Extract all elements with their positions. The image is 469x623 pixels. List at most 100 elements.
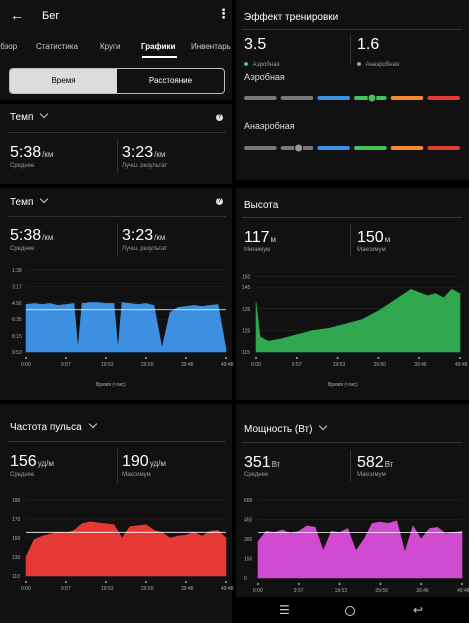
- info-icon[interactable]: ?: [216, 114, 223, 121]
- divider: [350, 225, 351, 257]
- divider: [8, 132, 226, 133]
- elevation-min-unit: м: [270, 235, 277, 244]
- heart-avg-unit: уд/м: [37, 459, 54, 468]
- back-arrow-icon[interactable]: ←: [10, 7, 24, 23]
- anaerobic-legend: Анаэробная: [357, 53, 399, 71]
- elevation-max-label: Максимум: [357, 247, 386, 253]
- elevation-area: [255, 288, 461, 353]
- anaerobic-value: 1.6: [357, 36, 380, 53]
- power-max-label: Максимум: [357, 472, 386, 478]
- training-effect-title: Эффект тренировки: [244, 12, 339, 23]
- pace-x-tick-label: 39:46: [181, 362, 194, 368]
- pace-best-value: 3:23: [122, 144, 154, 161]
- power-title: Мощность (Вт): [244, 424, 313, 435]
- pace-x-tick-label: 19:53: [101, 362, 114, 368]
- pace-avg-value: 5:38: [10, 144, 42, 161]
- divider: [117, 139, 118, 173]
- aerobic-legend: Аэробная: [244, 53, 280, 71]
- pace-x-tick-dot: [25, 357, 27, 359]
- pace-y-tick-label: 4:56: [12, 301, 22, 307]
- pace-chart-best-unit: /км: [154, 233, 166, 242]
- power-x-tick-label: 39:46: [416, 588, 429, 594]
- scale-segment: [390, 146, 424, 150]
- info-icon[interactable]: ?: [216, 198, 223, 205]
- divider: [117, 449, 118, 483]
- toggle-distance-button[interactable]: Расстояние: [148, 76, 193, 85]
- elevation-x-tick-dot: [295, 357, 298, 359]
- tab-charts[interactable]: Графики: [141, 42, 176, 51]
- toggle-time-button[interactable]: Время: [10, 69, 117, 93]
- power-x-tick-dot: [420, 583, 423, 585]
- heart-max-stat: 190уд/м: [122, 453, 166, 471]
- heart-x-tick-dot: [185, 581, 187, 583]
- elevation-x-tick-dot: [459, 357, 461, 359]
- divider: [242, 29, 462, 30]
- aerobic-value: 3.5: [244, 36, 267, 53]
- power-max-unit: Вт: [384, 460, 394, 469]
- pace-chart-dropdown[interactable]: Темп: [10, 194, 49, 208]
- aerobic-scale-title: Аэробная: [244, 72, 285, 82]
- power-y-tick-label: 600: [244, 498, 253, 504]
- elevation-max-stat: 150м: [357, 229, 390, 247]
- pace-avg-unit: /км: [42, 150, 54, 159]
- header-title: Бег: [42, 10, 60, 22]
- recent-apps-icon[interactable]: ☰: [279, 603, 290, 617]
- heart-x-tick-label: 0:00: [21, 586, 31, 592]
- heart-x-tick-dot: [145, 581, 147, 583]
- more-vertical-icon[interactable]: ⋮: [217, 6, 230, 21]
- power-dropdown[interactable]: Мощность (Вт): [244, 421, 328, 435]
- chevron-down-icon: [319, 421, 328, 431]
- power-y-tick-label: 300: [244, 537, 253, 543]
- heart-x-tick-label: 39:46: [181, 586, 194, 592]
- power-avg-value: 351: [244, 454, 271, 471]
- heart-x-tick-label: 29:50: [141, 586, 154, 592]
- home-icon[interactable]: [345, 606, 355, 616]
- system-nav-bar: ☰ ↩: [236, 600, 469, 623]
- power-avg-stat: 351Вт: [244, 454, 280, 472]
- pace-best-unit: /км: [154, 150, 166, 159]
- heart-rate-dropdown[interactable]: Частота пульса: [10, 419, 97, 433]
- pace-dropdown[interactable]: Темп: [10, 109, 49, 123]
- tab-laps[interactable]: Круги: [100, 42, 121, 51]
- scale-marker: [367, 93, 377, 103]
- power-x-tick-dot: [257, 583, 259, 585]
- heart-rate-title: Частота пульса: [10, 422, 82, 433]
- power-x-tick-dot: [379, 583, 382, 585]
- power-chart: 600 450 300 150 0 0:00 9:57 19:53 29:50 39:46 49:4…: [244, 498, 469, 594]
- power-x-tick-label: 0:00: [253, 588, 263, 594]
- divider: [350, 450, 351, 482]
- elevation-x-tick-dot: [336, 357, 339, 359]
- scale-marker: [294, 143, 304, 153]
- elevation-max-unit: м: [384, 235, 391, 244]
- heart-x-tick-dot: [25, 581, 27, 583]
- pace-best-stat: 3:23/км: [122, 144, 165, 162]
- pace-avg-label: Среднее: [10, 163, 35, 169]
- pace-chart-title: Темп: [10, 197, 34, 208]
- scale-segment: [427, 96, 460, 100]
- pace-dropdown-label: Темп: [10, 112, 34, 123]
- heart-y-tick-label: 190: [12, 498, 21, 504]
- tab-gear[interactable]: Инвентарь: [191, 42, 231, 51]
- elevation-y-tick-label: 125: [242, 328, 251, 334]
- elevation-min-value: 117: [244, 229, 270, 246]
- tab-overview[interactable]: Обзор: [0, 42, 18, 51]
- pace-x-tick-dot: [65, 357, 67, 359]
- power-x-tick-label: 9:57: [294, 588, 304, 594]
- aerobic-label: Аэробная: [252, 62, 280, 68]
- nav-back-icon[interactable]: ↩: [413, 603, 424, 617]
- pace-y-tick-label: 9:53: [12, 350, 22, 356]
- power-y-tick-label: 150: [244, 557, 253, 563]
- pace-x-tick-dot: [225, 357, 227, 359]
- green-dot-icon: [244, 62, 248, 66]
- heart-y-tick-label: 130: [12, 555, 21, 561]
- heart-x-tick-label: 49:48: [221, 586, 234, 592]
- tab-statistics[interactable]: Статистика: [36, 42, 79, 51]
- pace-best-label: Лучш. результат: [122, 163, 168, 169]
- tab-bar: Обзор Статистика Круги Графики Инвентарь: [0, 42, 232, 58]
- tab-active-indicator: [142, 56, 177, 58]
- heart-area: [25, 521, 227, 577]
- heart-y-tick-label: 150: [12, 536, 21, 542]
- elevation-x-tick-label: 39:46: [414, 362, 427, 368]
